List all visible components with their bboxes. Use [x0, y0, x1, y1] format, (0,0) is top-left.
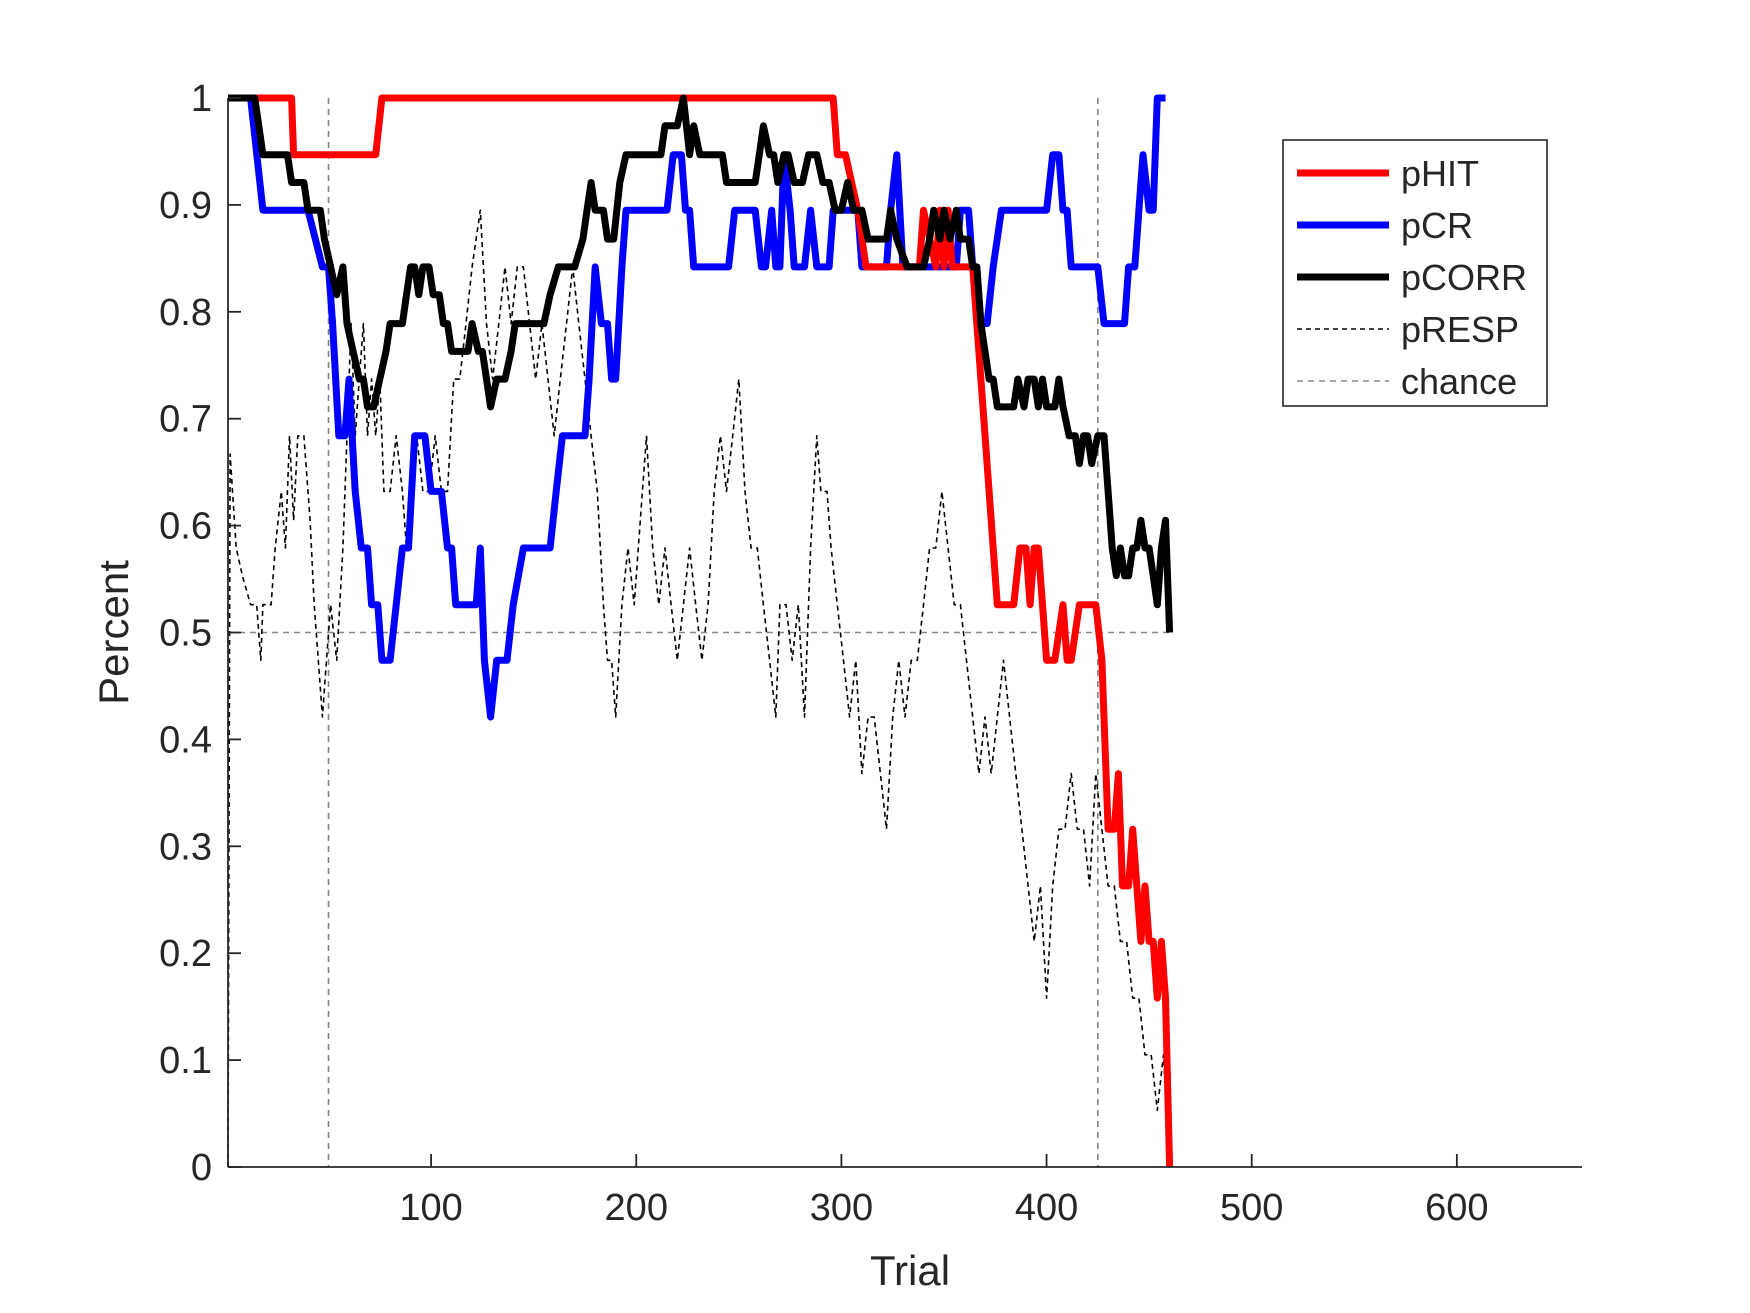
series-line-presp — [227, 209, 1171, 1168]
y-tick-label: 1 — [191, 78, 212, 120]
y-tick-label: 0.4 — [159, 719, 212, 761]
legend-label-pcr: pCR — [1401, 205, 1473, 246]
legend-label-chance: chance — [1401, 361, 1517, 402]
x-tick-label: 100 — [399, 1187, 462, 1229]
y-tick-label: 0 — [191, 1147, 212, 1189]
x-tick-label: 200 — [605, 1187, 668, 1229]
y-tick-label: 0.8 — [159, 292, 212, 334]
y-tick-label: 0.3 — [159, 826, 212, 868]
y-tick-label: 0.2 — [159, 933, 212, 975]
legend-box — [1282, 139, 1548, 407]
x-tick-label: 400 — [1015, 1187, 1078, 1229]
series-line-pcr — [228, 94, 1166, 721]
y-tick-label: 0.5 — [159, 613, 212, 655]
y-tick-label: 0.9 — [159, 185, 212, 227]
legend-label-pcorr: pCORR — [1401, 257, 1527, 298]
axes: 100 200 300 400 500 600 0 0.1 0.2 0.3 0.4 0.5 0.6 0.7… — [90, 78, 1582, 1294]
y-axis-label: Percent — [90, 560, 137, 705]
x-tick-label: 300 — [810, 1187, 873, 1229]
legend-label-presp: pRESP — [1401, 309, 1519, 350]
y-tick-label: 0.7 — [159, 399, 212, 441]
y-tick-label: 0.6 — [159, 506, 212, 548]
series-line-pcorr — [228, 94, 1174, 633]
legend: pHIT pCR pCORR pRESP chance — [1282, 139, 1548, 407]
x-axis-label: Trial — [870, 1247, 950, 1294]
series-line-phit — [228, 94, 1174, 1168]
legend-label-phit: pHIT — [1401, 153, 1479, 194]
x-tick-label: 600 — [1425, 1187, 1488, 1229]
series-lines — [227, 94, 1174, 1168]
x-tick-label: 500 — [1220, 1187, 1283, 1229]
y-tick-label: 0.1 — [159, 1040, 212, 1082]
